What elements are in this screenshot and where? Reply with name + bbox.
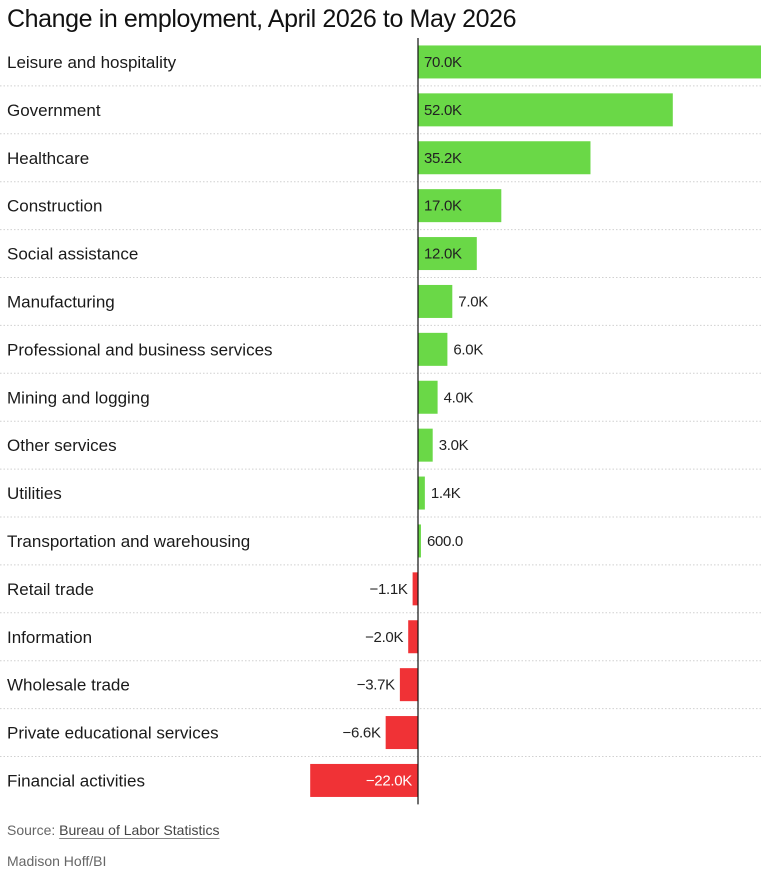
value-label: 35.2K xyxy=(424,150,462,167)
value-label: −2.0K xyxy=(365,629,403,646)
chart-title: Change in employment, April 2026 to May … xyxy=(7,5,517,33)
value-label: 4.0K xyxy=(444,389,474,406)
category-label: Healthcare xyxy=(7,149,89,168)
category-label: Manufacturing xyxy=(7,292,115,311)
source-note: Source: Bureau of Labor Statistics xyxy=(7,822,219,838)
value-label: 600.0 xyxy=(427,533,463,550)
bar xyxy=(418,189,502,223)
bar xyxy=(310,763,418,797)
bar xyxy=(418,237,477,271)
bar xyxy=(418,428,433,462)
bar xyxy=(418,93,673,127)
category-label: Transportation and warehousing xyxy=(7,532,250,551)
category-label: Social assistance xyxy=(7,245,138,264)
bar xyxy=(418,284,453,318)
bar xyxy=(418,380,438,414)
bar xyxy=(418,45,761,79)
value-label: 12.0K xyxy=(424,246,462,263)
source-prefix: Source: xyxy=(7,822,60,838)
value-label: −3.7K xyxy=(357,677,395,694)
category-label: Information xyxy=(7,628,92,647)
value-label: 17.0K xyxy=(424,198,462,215)
category-label: Government xyxy=(7,101,101,120)
category-label: Wholesale trade xyxy=(7,676,130,695)
bar xyxy=(412,572,418,606)
category-label: Other services xyxy=(7,436,117,455)
category-label: Construction xyxy=(7,197,102,216)
credit-line: Madison Hoff/BI xyxy=(7,853,107,869)
category-label: Leisure and hospitality xyxy=(7,53,177,72)
category-label: Private educational services xyxy=(7,724,219,743)
value-label: −6.6K xyxy=(343,725,381,742)
bar xyxy=(418,524,421,558)
bar xyxy=(385,716,418,750)
category-label: Financial activities xyxy=(7,771,145,790)
value-label: 70.0K xyxy=(424,54,462,71)
value-label: 7.0K xyxy=(458,293,488,310)
value-label: 1.4K xyxy=(431,485,461,502)
value-label: −1.1K xyxy=(369,581,407,598)
category-label: Retail trade xyxy=(7,580,94,599)
category-label: Utilities xyxy=(7,484,62,503)
category-label: Professional and business services xyxy=(7,340,273,359)
value-label: −22.0K xyxy=(366,772,412,789)
bar xyxy=(418,476,425,510)
bar xyxy=(418,141,591,175)
value-label: 3.0K xyxy=(439,437,469,454)
value-label: 6.0K xyxy=(453,341,483,358)
value-label: 52.0K xyxy=(424,102,462,119)
bar xyxy=(408,620,418,654)
source-link[interactable]: Bureau of Labor Statistics xyxy=(59,822,220,838)
category-label: Mining and logging xyxy=(7,388,150,407)
bar xyxy=(399,668,418,702)
bar xyxy=(418,332,448,366)
